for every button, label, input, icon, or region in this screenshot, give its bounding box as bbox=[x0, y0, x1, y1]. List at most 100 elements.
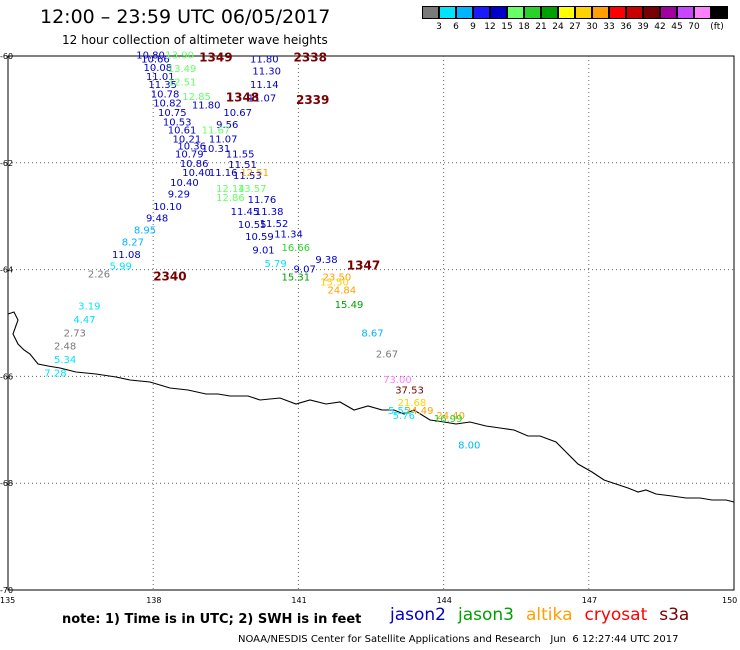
wave-height-value: 9.48 bbox=[146, 214, 168, 225]
map-frame bbox=[7, 55, 735, 591]
wave-height-value: 24.40 bbox=[436, 411, 465, 422]
wave-height-value: 2.26 bbox=[88, 270, 110, 281]
color-scale-label: 36 bbox=[620, 22, 632, 32]
wave-height-value: 9.38 bbox=[315, 255, 337, 266]
wave-height-value: 11.34 bbox=[274, 230, 303, 241]
wave-height-value: 3.19 bbox=[78, 302, 100, 313]
legend-entry: altika bbox=[526, 605, 573, 625]
color-swatch bbox=[456, 6, 473, 19]
color-swatch bbox=[422, 6, 439, 19]
wave-height-value: 11.38 bbox=[255, 207, 284, 218]
wave-height-value: 11.14 bbox=[250, 80, 279, 91]
wave-height-value: 11.67 bbox=[202, 125, 231, 136]
color-scale-label: (ft) bbox=[710, 22, 724, 32]
color-scale-label: 24 bbox=[552, 22, 564, 32]
wave-height-value: 10.59 bbox=[245, 232, 274, 243]
color-swatch bbox=[694, 6, 711, 19]
color-swatch bbox=[711, 6, 728, 19]
latitude-label: -60 bbox=[0, 52, 13, 61]
wave-height-value: 11.51 bbox=[228, 160, 257, 171]
wave-height-value: 9.01 bbox=[252, 246, 274, 257]
wave-height-value: 11.53 bbox=[233, 171, 262, 182]
wave-height-value: 9.07 bbox=[294, 264, 316, 275]
wave-height-value: 15.49 bbox=[335, 300, 364, 311]
wave-height-value: 13.90 bbox=[165, 51, 194, 62]
pass-time-label: 2338 bbox=[294, 50, 327, 64]
wave-height-value: 10.40 bbox=[182, 168, 211, 179]
wave-height-value: 12.51 bbox=[168, 77, 197, 88]
wave-height-value: 8.67 bbox=[361, 328, 383, 339]
color-scale-label: 42 bbox=[654, 22, 666, 32]
color-scale bbox=[422, 6, 728, 19]
latitude-label: -62 bbox=[0, 159, 13, 168]
latitude-label: -68 bbox=[0, 479, 13, 488]
wave-height-value: 10.08 bbox=[144, 63, 173, 74]
longitude-label: 147 bbox=[582, 596, 597, 604]
color-scale-label: 6 bbox=[453, 22, 459, 32]
longitude-label: 150 bbox=[722, 596, 737, 604]
longitude-label: 141 bbox=[291, 596, 306, 604]
color-scale-label: 3 bbox=[436, 22, 442, 32]
latitude-label: -64 bbox=[0, 266, 13, 275]
color-swatch bbox=[524, 6, 541, 19]
color-scale-label: 18 bbox=[518, 22, 530, 32]
wave-height-value: 10.61 bbox=[168, 125, 197, 136]
legend-entry: s3a bbox=[659, 605, 690, 625]
wave-height-value: 11.45 bbox=[231, 207, 260, 218]
wave-height-value: 7.28 bbox=[44, 368, 66, 379]
wave-height-value: 10.55 bbox=[238, 220, 267, 231]
color-swatch bbox=[643, 6, 660, 19]
wave-height-value: 10.79 bbox=[175, 149, 204, 160]
wave-height-value: 24.49 bbox=[405, 406, 434, 417]
wave-height-value: 5.79 bbox=[265, 259, 287, 270]
color-scale-label: 9 bbox=[470, 22, 476, 32]
wave-height-value: 37.53 bbox=[395, 385, 424, 396]
wave-height-value: 11.30 bbox=[252, 67, 281, 78]
wave-height-value: 5.76 bbox=[393, 411, 415, 422]
color-swatch bbox=[490, 6, 507, 19]
wave-height-value: 8.00 bbox=[458, 440, 480, 451]
legend-entry: jason3 bbox=[458, 605, 514, 625]
pass-time-label: 1349 bbox=[199, 50, 232, 64]
wave-height-value: 10.66 bbox=[141, 54, 170, 65]
color-scale-label: 33 bbox=[603, 22, 615, 32]
wave-height-value: 5.99 bbox=[110, 262, 132, 273]
wave-height-value: 2.73 bbox=[64, 328, 86, 339]
latitude-label: -66 bbox=[0, 372, 13, 381]
wave-height-value: 10.80 bbox=[136, 51, 165, 62]
wave-height-value: 10.31 bbox=[202, 144, 231, 155]
longitude-label: 138 bbox=[146, 596, 161, 604]
wave-height-value: 11.55 bbox=[226, 149, 255, 160]
wave-height-value: 5.55 bbox=[388, 406, 410, 417]
map-subtitle: 12 hour collection of altimeter wave hei… bbox=[62, 33, 328, 47]
latitude-label: -70 bbox=[0, 586, 13, 595]
wave-height-value: 11.52 bbox=[260, 219, 289, 230]
wave-height-value: 10.53 bbox=[163, 117, 192, 128]
wave-height-value: 12.51 bbox=[240, 168, 269, 179]
wave-height-value: 9.29 bbox=[168, 190, 190, 201]
color-scale-label: 70 bbox=[688, 22, 700, 32]
wave-height-value: 12.85 bbox=[182, 92, 211, 103]
color-scale-label: 27 bbox=[569, 22, 581, 32]
color-swatch bbox=[558, 6, 575, 19]
wave-height-labels: 10.8010.6610.0811.0111.3510.7810.8210.75… bbox=[44, 50, 480, 451]
wave-height-value: 2.67 bbox=[376, 350, 398, 361]
wave-height-value: 11.80 bbox=[192, 100, 221, 111]
wave-height-value: 16.66 bbox=[281, 243, 310, 254]
wave-height-value: 10.21 bbox=[173, 135, 202, 146]
graticule bbox=[8, 56, 734, 590]
wave-height-value: 11.08 bbox=[112, 250, 141, 261]
map-title: 12:00 – 23:59 UTC 06/05/2017 bbox=[40, 6, 331, 28]
color-swatch bbox=[626, 6, 643, 19]
legend-entry: jason2 bbox=[390, 605, 446, 625]
color-scale-labels: 3 6 9 12 15 18 21 24 27 30 33 36 39 42 45 70 (ft) bbox=[422, 22, 740, 34]
wave-height-value: 15.31 bbox=[281, 272, 310, 283]
color-scale-label: 30 bbox=[586, 22, 598, 32]
wave-height-value: 11.76 bbox=[248, 195, 277, 206]
wave-height-value: 10.40 bbox=[170, 178, 199, 189]
wave-height-value: 10.67 bbox=[223, 108, 252, 119]
wave-height-value: 13.57 bbox=[238, 184, 267, 195]
wave-height-value: 11.16 bbox=[209, 168, 238, 179]
color-scale-label: 45 bbox=[671, 22, 683, 32]
